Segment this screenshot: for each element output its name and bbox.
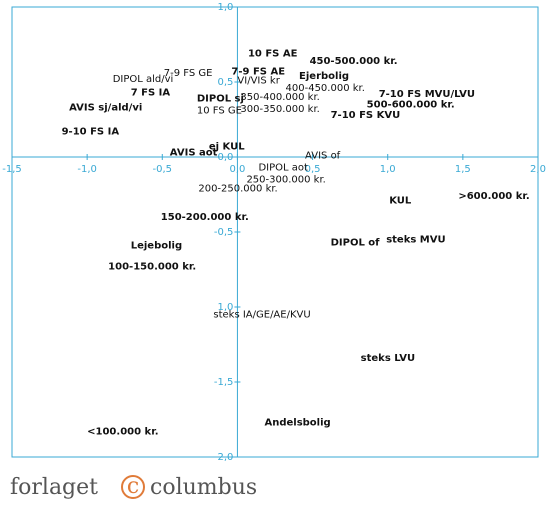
y-tick-label: 1,0 [218,2,234,13]
x-tick-label: -1,0 [77,164,97,175]
point-label: AVIS aot [170,148,218,159]
point-label: DIPOL of [331,238,381,249]
point-label: 7-9 FS AE [231,67,285,78]
point-label: Lejebolig [131,241,182,252]
point-label: 500-600.000 kr. [367,100,455,111]
y-tick-label: 0,0 [218,152,234,163]
point-label: DIPOL sj [197,94,244,105]
y-tick-label: -2,0 [214,452,234,463]
point-label: 300-350.000 kr. [240,104,319,115]
point-label: 100-150.000 kr. [108,262,196,273]
point-label: 200-250.000 kr. [198,184,277,195]
point-label: 400-450.000 kr. [286,83,365,94]
point-label: 250-300.000 kr. [246,175,325,186]
plot-frame [11,6,539,458]
x-tick-label: 1,0 [380,164,396,175]
point-label: 10 FS GE [197,106,242,117]
point-label: 7-9 FS GE [164,68,213,79]
point-label: 7 FS IA [131,88,171,99]
point-label: steks LVU [361,353,415,364]
y-tick-label: -0,5 [214,227,234,238]
point-label: steks IA/GE/AE/KVU [213,310,310,321]
point-label: steks MVU [386,235,445,246]
point-label: 7-10 FS MVU/LVU [379,89,475,100]
publisher-name: forlaget [10,475,98,500]
point-label: VI/VIS kr [237,76,280,87]
x-tick-label: 0,0 [229,164,245,175]
point-label: AVIS sj/ald/vi [69,103,142,114]
point-label: 9-10 FS IA [62,127,120,138]
logo-mark: c [127,474,139,499]
point-label: >600.000 kr. [458,191,529,202]
x-tick-label: 2,0 [530,164,546,175]
publisher-name: columbus [150,475,257,500]
point-label: AVIS of [305,151,341,162]
point-label: Ejerbolig [299,71,349,82]
x-tick-label: -1,5 [2,164,22,175]
point-label: 350-400.000 kr. [240,92,319,103]
y-tick-label: 0,5 [218,77,234,88]
point-label: Andelsbolig [264,418,330,429]
x-tick-label: 1,5 [455,164,471,175]
point-label: <100.000 kr. [87,427,158,438]
y-tick-label: -1,5 [214,377,234,388]
point-label: DIPOL aot [258,163,308,174]
x-tick-label: 0,5 [305,164,321,175]
point-label: 150-200.000 kr. [161,212,249,223]
point-label: 10 FS AE [248,49,298,60]
x-tick-label: -0,5 [153,164,173,175]
point-label: ej KUL [209,142,245,153]
point-label: DIPOL ald/vi [113,74,174,85]
point-label: 450-500.000 kr. [310,56,398,67]
point-label: KUL [389,196,412,207]
point-label: 7-10 FS KVU [331,110,401,121]
y-tick-label: 1,0 [218,302,234,313]
logo-ring [121,475,145,499]
